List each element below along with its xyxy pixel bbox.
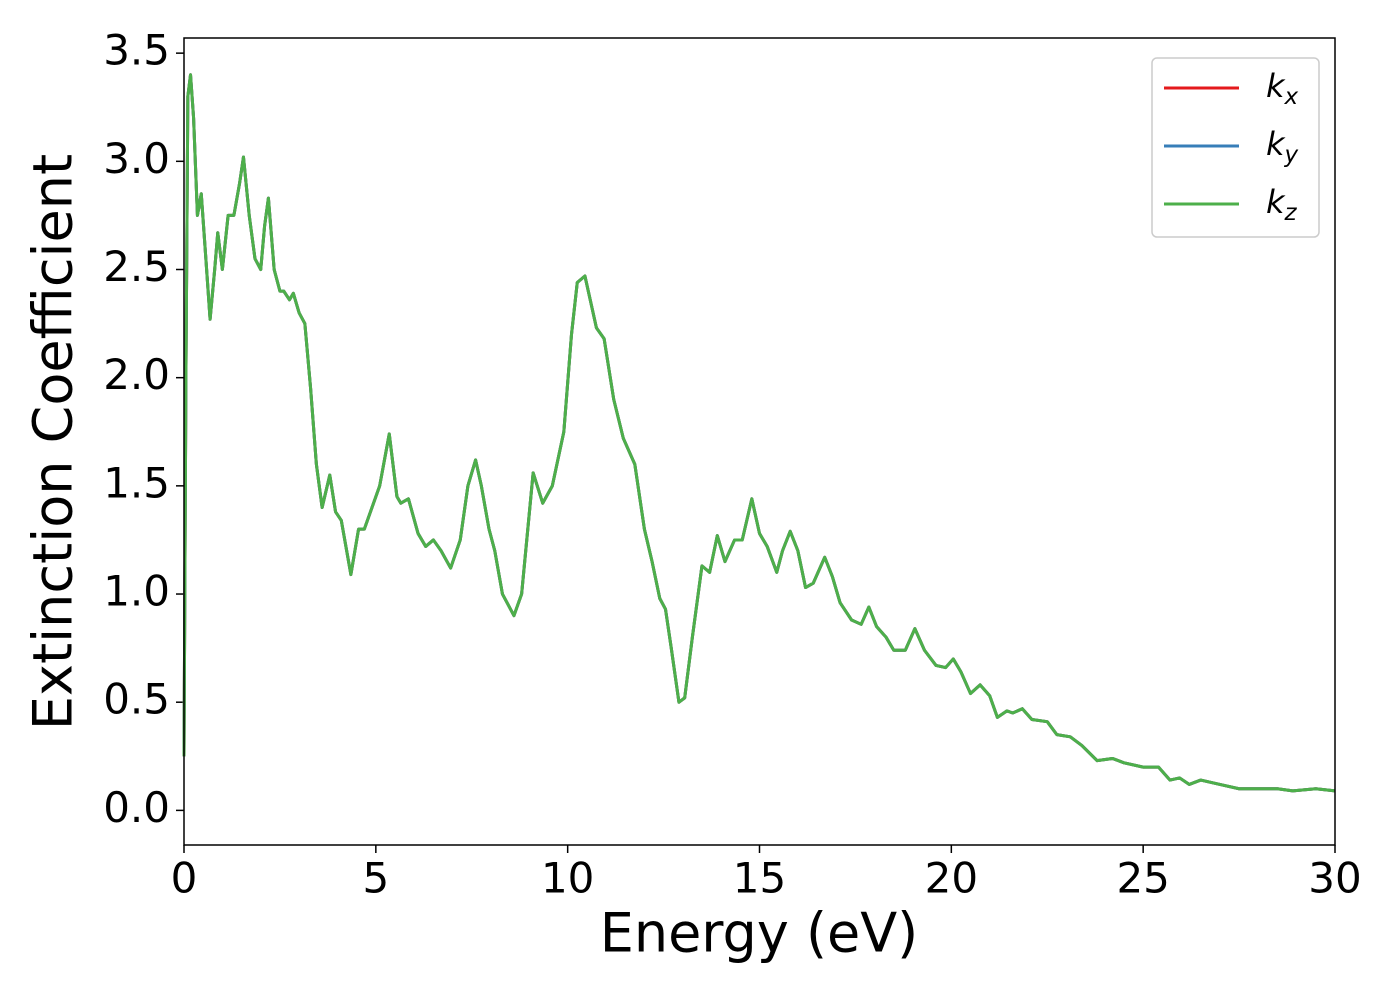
plot-frame xyxy=(183,37,1336,846)
legend-label: kx xyxy=(1266,67,1299,110)
y-tick-label: 0.5 xyxy=(103,675,170,724)
x-tick-label: 30 xyxy=(1308,854,1361,903)
y-tick-label: 0.0 xyxy=(103,783,170,832)
x-axis-label: Energy (eV) xyxy=(600,902,919,965)
data-line xyxy=(182,73,1336,793)
x-tick-label: 15 xyxy=(733,854,786,903)
x-tick-label: 25 xyxy=(1116,854,1169,903)
y-tick-label: 1.0 xyxy=(103,567,170,616)
y-tick-label: 2.5 xyxy=(103,242,170,291)
x-tick-label: 0 xyxy=(171,854,198,903)
legend-label: kz xyxy=(1266,183,1298,226)
x-tick-label: 5 xyxy=(362,854,389,903)
x-tick-label: 20 xyxy=(925,854,978,903)
y-tick-label: 1.5 xyxy=(103,458,170,507)
x-tick-label: 10 xyxy=(541,854,594,903)
y-axis-label: Extinction Coefficient xyxy=(22,154,85,730)
legend-label: ky xyxy=(1266,125,1299,168)
y-tick-label: 3.5 xyxy=(103,26,170,75)
y-tick-label: 3.0 xyxy=(103,134,170,183)
y-tick-label: 2.0 xyxy=(103,350,170,399)
